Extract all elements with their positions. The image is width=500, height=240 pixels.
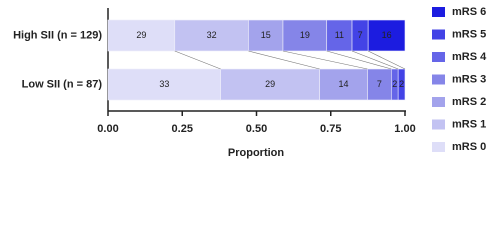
legend-swatch	[432, 29, 445, 40]
data-label: 15	[261, 30, 271, 40]
data-label: 32	[207, 30, 217, 40]
connector-line	[174, 50, 221, 70]
data-label: 29	[265, 79, 275, 89]
connector-line	[351, 50, 399, 70]
bar-segment	[397, 68, 406, 101]
legend-label: mRS 2	[452, 96, 486, 108]
y-tick-label: Low SII (n = 87)	[22, 78, 103, 90]
legend-label: mRS 6	[452, 6, 486, 18]
bar-segment	[107, 68, 221, 101]
bar-segment	[174, 19, 249, 52]
y-tick-label: High SII (n = 129)	[13, 29, 102, 41]
bar-segment	[248, 19, 284, 52]
legend-label: mRS 4	[452, 51, 487, 63]
data-label: 11	[335, 30, 344, 40]
data-label: 29	[136, 30, 146, 40]
legend-swatch	[432, 52, 445, 62]
legend-label: mRS 5	[452, 28, 486, 40]
connector-line	[368, 50, 406, 70]
legend-label: mRS 1	[452, 118, 486, 130]
data-label: 7	[377, 79, 382, 89]
bar-segment	[107, 19, 176, 52]
data-label: 2	[399, 79, 404, 89]
legend-swatch	[432, 74, 445, 85]
data-label: 33	[159, 79, 169, 89]
connector-line	[326, 50, 392, 70]
data-label: 7	[358, 30, 363, 40]
x-tick-label: 0.25	[172, 123, 193, 135]
x-tick-label: 1.00	[394, 123, 415, 135]
data-label: 19	[300, 30, 310, 40]
bar-segment	[319, 68, 368, 101]
bar-segment	[220, 68, 320, 101]
legend-label: mRS 3	[452, 73, 486, 85]
legend-swatch	[432, 7, 445, 17]
bar-segment	[282, 19, 328, 52]
legend-swatch	[432, 142, 445, 152]
connector-line	[282, 50, 368, 70]
bar-segment	[326, 19, 353, 52]
connector-line	[248, 50, 320, 70]
x-tick-label: 0.00	[97, 123, 118, 135]
legend-swatch	[432, 97, 445, 107]
x-tick-label: 0.50	[246, 123, 267, 135]
x-tick-label: 0.75	[320, 123, 341, 135]
legend-label: mRS 0	[452, 141, 486, 153]
bar-segment	[367, 19, 406, 52]
legend-swatch	[432, 119, 445, 130]
data-label: 14	[339, 79, 349, 89]
data-label: 2	[392, 79, 397, 89]
x-axis-title: Proportion	[228, 147, 284, 159]
data-label: 16	[382, 30, 392, 40]
chart: Proportion 0.00 0.25 0.50 0.75 1.00 High SII …	[13, 6, 487, 159]
